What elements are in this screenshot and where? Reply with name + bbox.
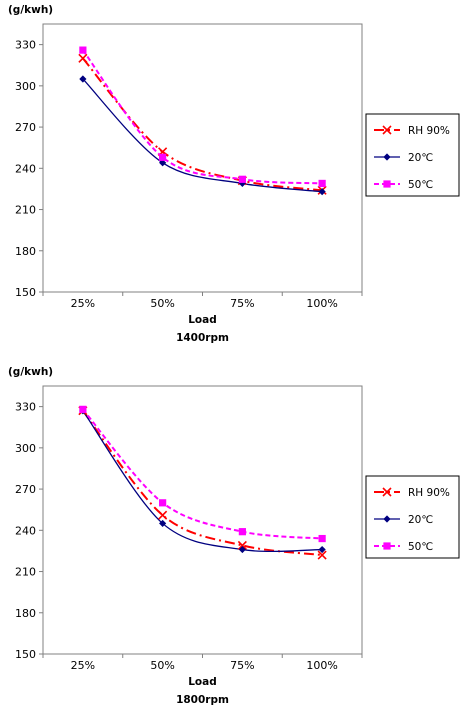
legend-marker [383, 153, 391, 161]
series-line-1 [82, 410, 323, 553]
legend-entry: 20℃ [408, 152, 433, 164]
data-point-series-1 [159, 159, 167, 167]
y-tick-label: 330 [15, 39, 36, 52]
y-tick-label: 180 [15, 245, 36, 258]
x-tick-label: 50% [150, 297, 174, 310]
y-axis-unit: (g/kwh) [8, 366, 53, 378]
y-tick-label: 210 [15, 566, 36, 579]
data-point-series-1 [238, 545, 246, 554]
series-line-1 [82, 78, 323, 193]
data-point-series-2 [318, 179, 326, 188]
x-tick-label: 75% [230, 297, 254, 310]
plot-area [42, 385, 363, 655]
y-tick-label: 150 [15, 286, 36, 299]
x-tick-label: 25% [71, 297, 95, 310]
legend-marker [383, 180, 391, 188]
legend-marker [382, 487, 392, 497]
data-point-series-0 [78, 53, 88, 63]
data-point-series-1 [159, 519, 167, 528]
data-point-series-2 [159, 153, 167, 161]
x-tick-label: 50% [150, 659, 174, 672]
x-tick-label: 25% [71, 659, 95, 672]
chart-caption: 1400rpm [176, 332, 229, 344]
y-axis-unit: (g/kwh) [8, 4, 53, 16]
y-tick-label: 240 [15, 162, 36, 175]
series-line-2 [82, 49, 323, 185]
x-axis-label: Load [188, 676, 217, 688]
x-axis-label: Load [188, 314, 217, 326]
data-point-series-0 [158, 510, 168, 520]
y-tick-label: 300 [15, 80, 36, 93]
chart-1400rpm: (g/kwh) 150 180 210 240 270 300 330 25% 50% 75% 100… [8, 4, 460, 344]
y-tick-label: 270 [15, 121, 36, 134]
chart-caption: 1800rpm [176, 694, 229, 706]
legend-marker [382, 125, 392, 135]
data-point-series-2 [79, 46, 87, 54]
x-tick-label: 75% [230, 659, 254, 672]
y-tick-label: 300 [15, 442, 36, 455]
y-tick-label: 180 [15, 607, 36, 620]
data-point-series-1 [318, 545, 326, 554]
data-point-series-0 [237, 540, 247, 550]
legend-entry: 50℃ [408, 541, 433, 553]
data-point-series-2 [159, 499, 167, 507]
x-tick-label: 100% [306, 659, 337, 672]
legend-entry: RH 90% [408, 125, 450, 137]
data-point-series-2 [238, 528, 246, 536]
legend-entry: 20℃ [408, 514, 433, 526]
data-point-series-2 [318, 534, 326, 543]
legend-entry: RH 90% [408, 487, 450, 499]
y-tick-label: 210 [15, 204, 36, 217]
data-point-series-0 [317, 550, 327, 560]
series-line-0 [82, 410, 323, 557]
data-point-series-2 [79, 405, 87, 413]
legend-marker [383, 542, 391, 550]
y-tick-label: 330 [15, 401, 36, 414]
y-tick-label: 270 [15, 483, 36, 496]
chart-1800rpm: (g/kwh) 150 180 210 240 270 300 330 25% 50% 75% 100… [8, 366, 460, 706]
legend-marker [383, 515, 391, 523]
series-line-2 [82, 408, 323, 540]
y-tick-label: 240 [15, 524, 36, 537]
x-tick-label: 100% [306, 297, 337, 310]
y-tick-label: 150 [15, 648, 36, 661]
legend-box [365, 113, 460, 197]
plot-area [42, 23, 363, 293]
data-point-series-2 [238, 175, 246, 183]
legend-box [365, 475, 460, 559]
data-point-series-1 [318, 188, 326, 196]
legend-entry: 50℃ [408, 179, 433, 191]
data-point-series-1 [79, 75, 87, 83]
series-line-0 [82, 57, 323, 192]
